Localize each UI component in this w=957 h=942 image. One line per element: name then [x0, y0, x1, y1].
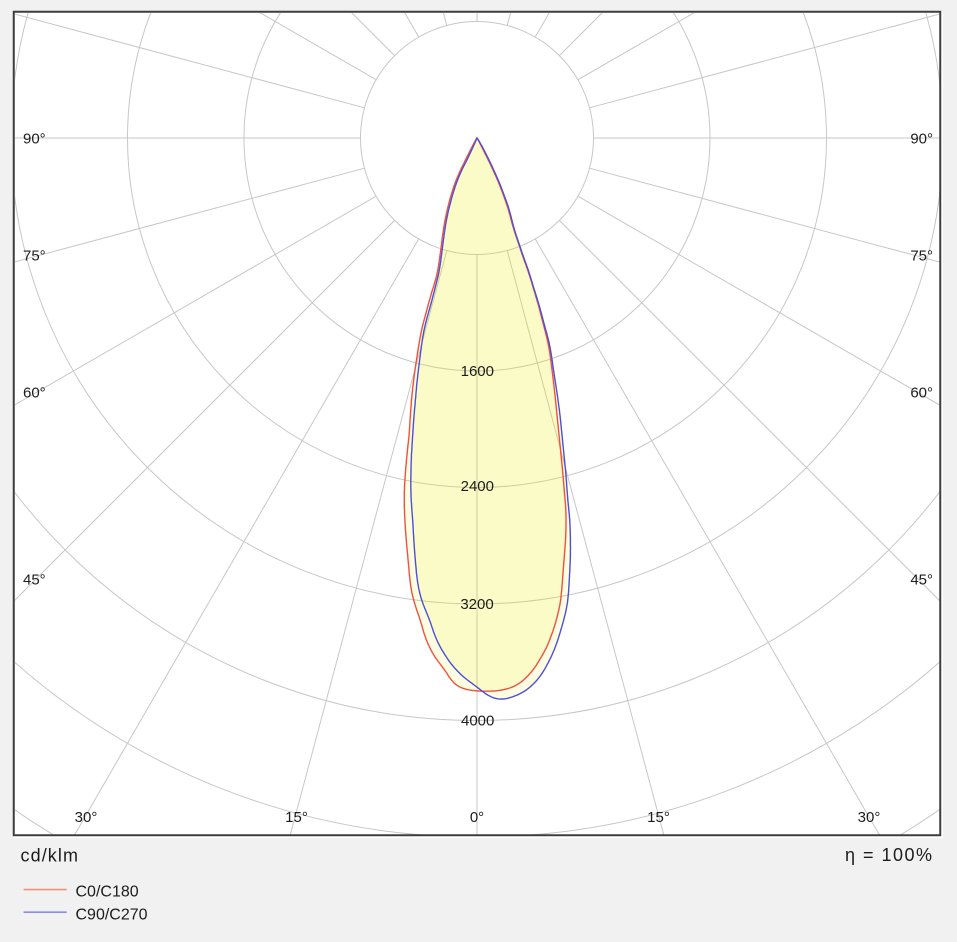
- svg-text:75°: 75°: [910, 248, 933, 265]
- svg-text:0°: 0°: [470, 809, 484, 826]
- svg-text:1600: 1600: [461, 363, 494, 380]
- svg-text:90°: 90°: [23, 130, 46, 147]
- svg-text:3200: 3200: [460, 596, 493, 613]
- svg-text:75°: 75°: [23, 248, 46, 265]
- svg-text:2400: 2400: [461, 478, 494, 495]
- svg-text:60°: 60°: [910, 384, 933, 401]
- svg-text:cd/klm: cd/klm: [21, 846, 80, 866]
- svg-text:C90/C270: C90/C270: [76, 906, 148, 923]
- svg-text:45°: 45°: [910, 571, 933, 588]
- svg-text:4000: 4000: [461, 713, 494, 730]
- svg-text:15°: 15°: [285, 809, 308, 826]
- svg-text:60°: 60°: [23, 384, 46, 401]
- svg-text:30°: 30°: [858, 809, 881, 826]
- svg-text:η = 100%: η = 100%: [845, 845, 934, 865]
- svg-text:30°: 30°: [75, 809, 98, 826]
- svg-text:45°: 45°: [23, 571, 46, 588]
- svg-text:C0/C180: C0/C180: [76, 884, 139, 901]
- svg-text:90°: 90°: [910, 130, 933, 147]
- svg-text:15°: 15°: [647, 809, 670, 826]
